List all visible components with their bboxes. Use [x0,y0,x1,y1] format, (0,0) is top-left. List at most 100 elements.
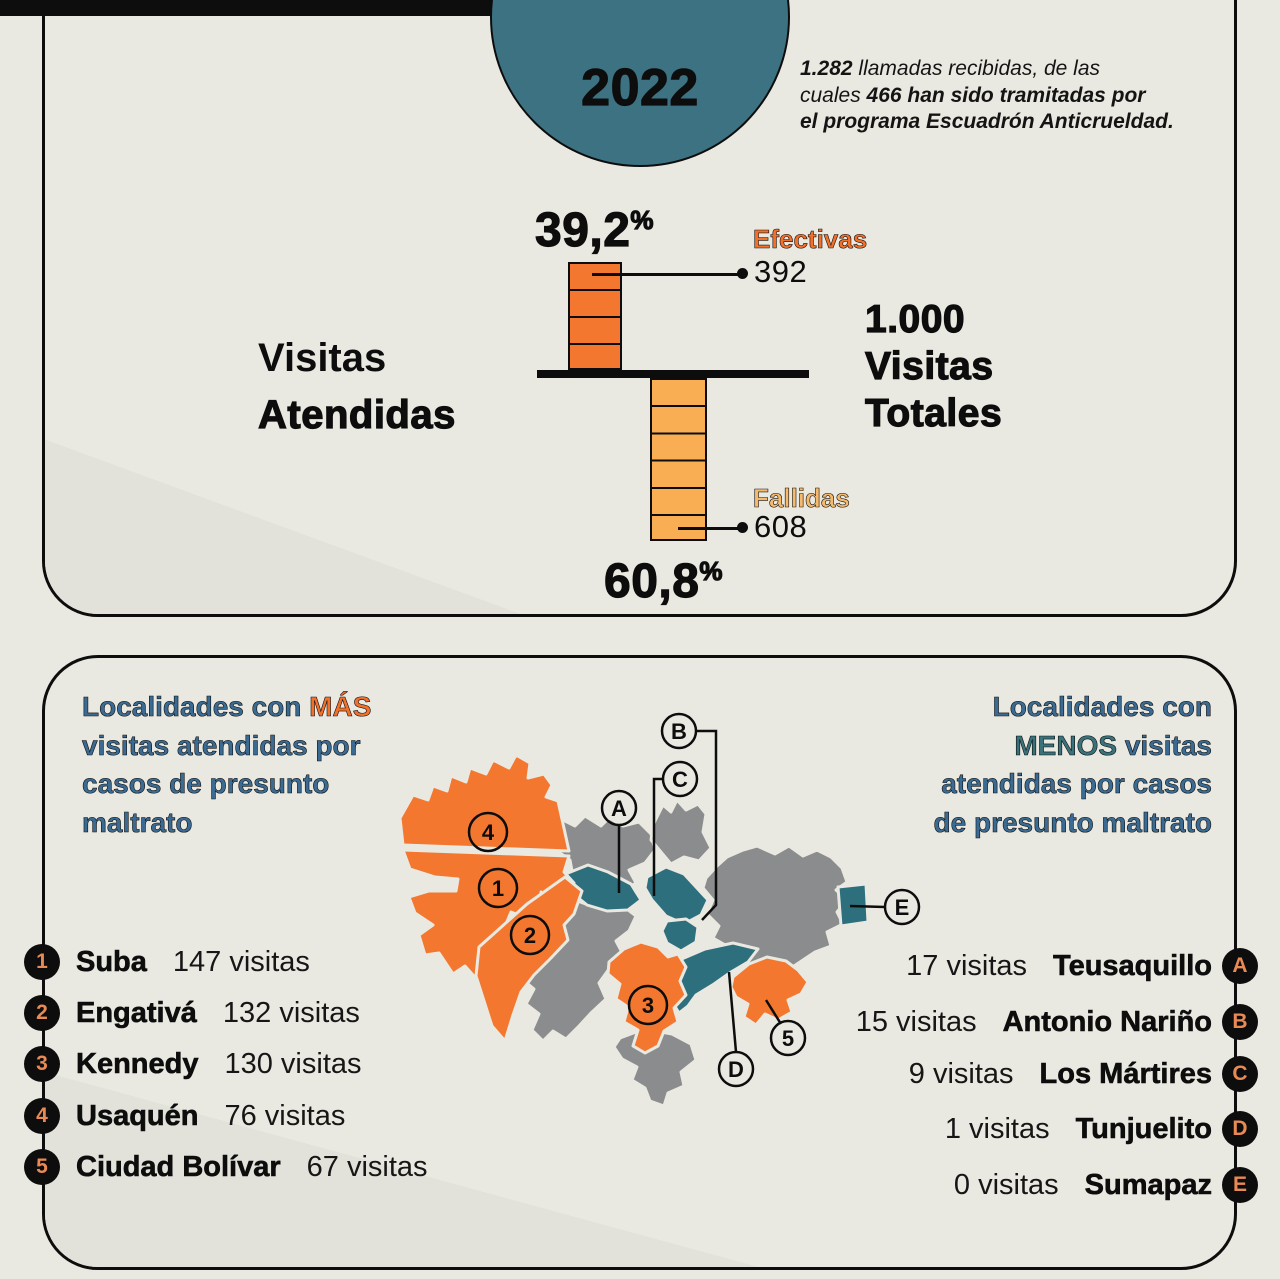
header-menos-line1: Localidades con [992,691,1212,723]
efectivas-percentage: 39,2% [534,203,654,258]
map-marker-3: 3 [642,993,654,1018]
locality-name: Los Mártires [1039,1058,1212,1091]
panel-localidades [42,655,1237,1270]
fallidas-pct-value: 60,8 [603,554,700,608]
rank-badge-e: E [1222,1167,1258,1203]
rank-badge-c: C [1222,1056,1258,1092]
total-visits-word1: Visitas [864,344,994,388]
list-item-sumapaz: 0 visitas Sumapaz [620,1165,1212,1205]
efectivas-bar [568,262,622,370]
list-item-teusaquillo: 17 visitas Teusaquillo [620,946,1212,986]
locality-name: Sumapaz [1084,1169,1212,1202]
callout-line-b [696,729,718,921]
chart-left-label-line1: Visitas [258,336,387,380]
header-menos-line2: visitas [1117,729,1213,761]
locality-count: 1 visitas [944,1113,1050,1145]
locality-name: Tunjuelito [1075,1113,1212,1146]
rank-badge-1: 1 [24,944,60,980]
map-marker-1: 1 [492,876,504,901]
list-item-los-martires: 9 visitas Los Mártires [620,1054,1213,1094]
fallidas-percentage: 60,8% [603,554,723,609]
rank-badge-4: 4 [24,1098,60,1134]
locality-count: 17 visitas [906,950,1028,982]
callout-line-d [727,971,738,1053]
header-mas-visitas: Localidades con MÁS visitas atendidas po… [82,688,442,842]
header-mas-line2: visitas atendidas por [82,729,361,761]
locality-name: Usaquén [76,1100,199,1133]
map-marker-a: A [611,796,627,821]
locality-count: 67 visitas [306,1151,428,1183]
fallidas-callout-line [678,527,740,530]
fallidas-label: Fallidas [753,483,850,514]
map-marker-circle-a [600,789,638,827]
efectivas-pct-value: 39,2 [534,203,631,257]
callout-line-5 [764,999,783,1025]
efectivas-callout-line [592,273,740,276]
callout-line-c [652,777,663,896]
map-marker-circle-b [660,712,698,750]
header-menos-line3: atendidas por casos [941,768,1212,800]
intro-paragraph: 1.282 llamadas recibidas, de las cuales … [800,56,1224,136]
locality-name: Ciudad Bolívar [76,1151,281,1184]
rank-badge-2: 2 [24,995,60,1031]
locality-count: 147 visitas [172,946,310,978]
map-marker-circle-2 [509,914,551,956]
map-marker-circle-5 [769,1019,807,1057]
map-region-ciudad-bolivar [729,955,810,1027]
list-item-suba: Suba 147 visitas [76,942,310,982]
rank-badge-a: A [1222,948,1258,984]
header-menos-visitas: Localidades con MENOS visitas atendidas … [820,688,1212,842]
intro-text-2: cuales [800,83,867,107]
map-region-usaquen [398,753,571,853]
map-marker-c: C [672,767,688,792]
locality-name: Engativá [76,997,197,1030]
map-marker-circle-e [883,888,921,926]
map-marker-b: B [671,719,687,744]
locality-count: 15 visitas [855,1006,977,1038]
percent-sign: % [630,204,654,235]
chart-left-label-line2: Atendidas [257,392,456,437]
panel-visitas-chart [42,0,1237,617]
map-marker-circle-3 [627,984,669,1026]
rank-badge-b: B [1222,1004,1258,1040]
chart-left-label: Visitas Atendidas [257,330,456,444]
map-marker-4: 4 [482,820,495,845]
chart-axis-line [537,370,809,378]
list-item-tunjuelito: 1 visitas Tunjuelito [620,1109,1212,1149]
map-marker-circle-d [717,1050,755,1088]
efectivas-callout-dot [737,268,748,279]
map-marker-2: 2 [524,923,536,948]
map-marker-circle-4 [467,811,509,853]
rank-badge-3: 3 [24,1046,60,1082]
map-region-gray-northeast [649,798,713,866]
fallidas-bar [650,378,707,541]
locality-name: Teusaquillo [1053,950,1213,983]
year-badge: 2022 [581,58,699,117]
total-visits-number: 1.000 [864,297,966,341]
list-item-usaquen: Usaquén 76 visitas [76,1096,346,1136]
intro-processed-number: 466 han sido tramitadas por [866,83,1146,107]
header-menos-emphasis: MENOS [1014,729,1118,761]
intro-calls-number: 1.282 [800,57,853,80]
list-item-kennedy: Kennedy 130 visitas [76,1044,362,1084]
callout-line-e [849,904,886,909]
locality-count: 76 visitas [224,1100,346,1132]
list-item-antonio-narino: 15 visitas Antonio Nariño [620,1002,1213,1042]
map-marker-e: E [895,895,910,920]
map-region-kennedy [606,940,688,1055]
intro-program-name: el programa Escuadrón Anticrueldad. [800,110,1174,133]
locality-name: Antonio Nariño [1002,1006,1212,1039]
map-region-gray-east [701,844,849,972]
fallidas-value: 608 [754,509,808,544]
header-mas-emphasis: MÁS [309,691,372,723]
total-visits-word2: Totales [864,391,1003,435]
header-mas-line1: Localidades con [82,691,310,723]
map-marker-d: D [728,1057,744,1082]
map-marker-circle-c [661,760,699,798]
list-item-ciudad-bolivar: Ciudad Bolívar 67 visitas [76,1147,428,1187]
fallidas-callout-dot [737,522,748,533]
map-region-antonio-narino [643,865,710,926]
bogota-localities-map: 4 1 2 3 5 A B C D E [398,712,921,1108]
efectivas-value: 392 [754,254,808,289]
